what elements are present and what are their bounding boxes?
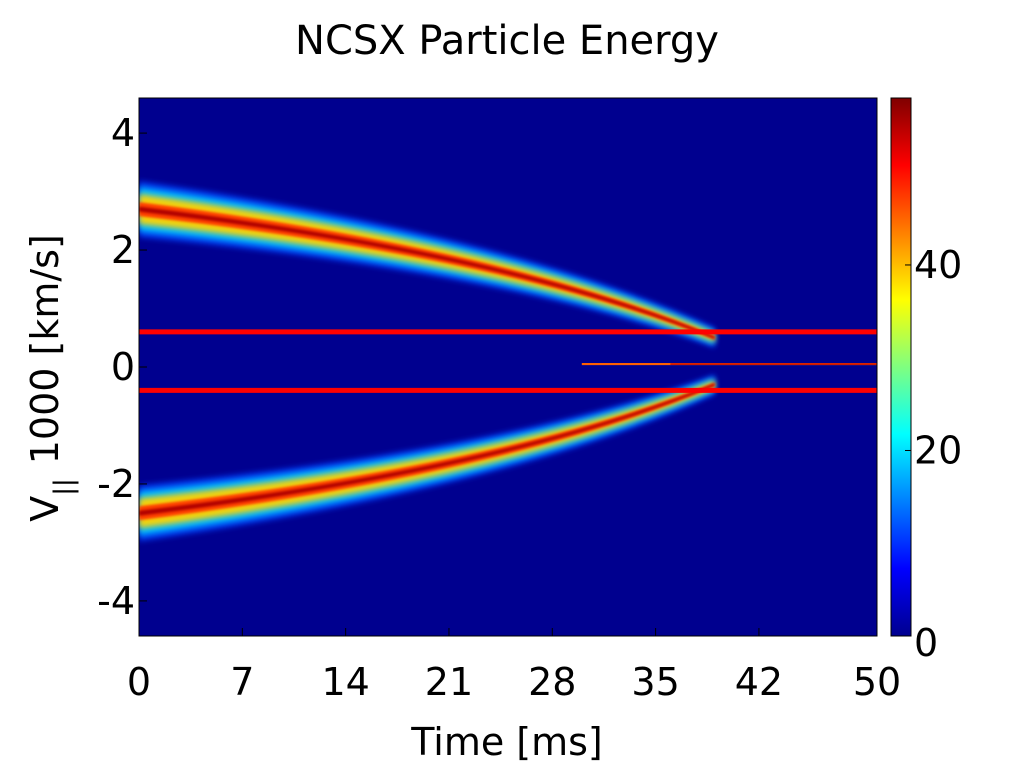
y-tick-label: 4 (111, 111, 135, 155)
x-tick-label: 35 (631, 660, 679, 704)
y-tick-label: -2 (97, 462, 135, 506)
heatmap-layer (139, 181, 877, 542)
y-axis-ticks: -4 -2 0 2 4 (97, 111, 147, 623)
y-tick-label: 0 (111, 345, 135, 389)
chart-title: NCSX Particle Energy (295, 18, 719, 64)
x-tick-label: 42 (735, 660, 783, 704)
colorbar-tick-label: 40 (914, 243, 962, 287)
colorbar-ticks: 0 20 40 (890, 97, 962, 665)
colorbar-tick-label: 0 (914, 621, 938, 665)
x-tick-label: 7 (230, 660, 254, 704)
x-tick-label: 14 (321, 660, 369, 704)
y-label-main: V (23, 496, 67, 522)
upper-band-mark (139, 181, 715, 348)
x-tick-label: 21 (425, 660, 473, 704)
y-tick-label: -4 (97, 579, 135, 623)
y-axis-label: V|| 1000 [km/s] (23, 234, 79, 522)
reference-lines (139, 329, 877, 393)
y-label-subscript: || (49, 478, 79, 496)
colorbar-frame (890, 97, 912, 637)
svg-text:V||1000 [km/s]: V|| 1000 [km/s] (23, 234, 79, 522)
x-tick-label: 50 (853, 660, 901, 704)
plot-frame (138, 97, 878, 637)
x-axis-label: Time [ms] (410, 720, 603, 764)
lower-band-mark (139, 374, 715, 542)
colorbar (891, 98, 911, 636)
y-label-rest: 1000 [km/s] (23, 234, 67, 464)
colorbar-tick-label: 20 (914, 428, 962, 472)
x-tick-label: 0 (127, 660, 151, 704)
plot-area (139, 98, 877, 636)
x-tick-label: 28 (528, 660, 576, 704)
x-axis-ticks: 0 7 14 21 28 35 42 50 (127, 628, 901, 704)
y-tick-label: 2 (111, 228, 135, 272)
